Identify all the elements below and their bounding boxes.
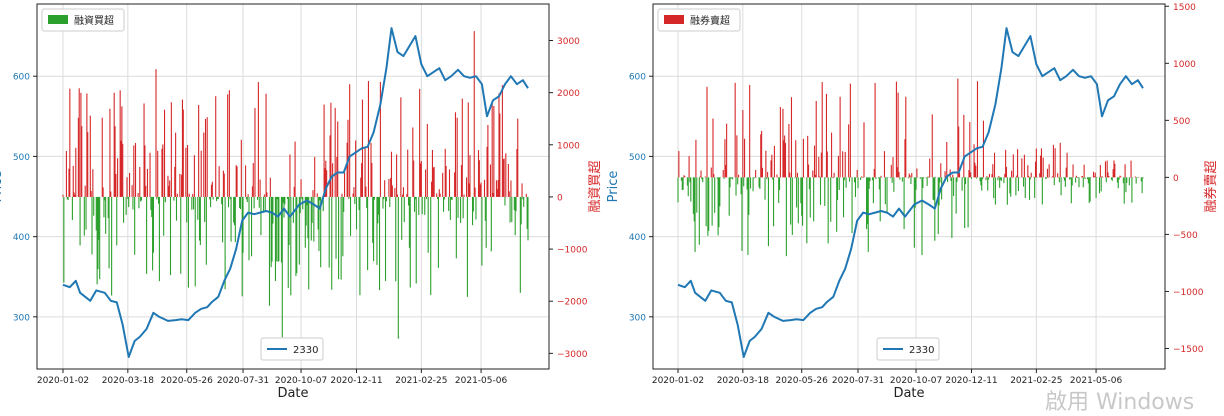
y-left-tick-label: 300 <box>13 313 30 323</box>
activation-watermark: 啟用 Windows <box>1045 390 1195 415</box>
y-right-tick-label: 1500 <box>1173 3 1196 13</box>
y-right-tick-label: 3000 <box>557 37 580 47</box>
y-right-tick-label: 0 <box>557 193 563 203</box>
y-left-tick-label: 500 <box>629 153 646 163</box>
chart-canvas: 300400500600−3000−2000−10000100020003000… <box>0 3 1219 400</box>
y-right-tick-label: −3000 <box>557 350 588 360</box>
x-tick-label: 2020-05-26 <box>161 376 214 386</box>
y-right-tick-label: 1000 <box>1173 60 1196 70</box>
legend-top-box <box>657 8 741 32</box>
y-right-tick-label: −1000 <box>1173 288 1204 298</box>
y-left-axis-label: Price <box>606 171 621 203</box>
x-tick-label: 2020-01-02 <box>37 376 89 386</box>
legend-bottom-box <box>876 337 940 361</box>
x-tick-label: 2021-05-06 <box>1070 376 1123 386</box>
legend-top-swatch <box>48 15 68 24</box>
y-right-tick-label: −1500 <box>1173 345 1204 355</box>
y-left-tick-label: 400 <box>13 233 30 243</box>
x-tick-label: 2020-03-18 <box>102 376 155 386</box>
y-right-tick-label: −1000 <box>557 246 588 256</box>
y-right-axis-label: 融資買超 <box>588 160 603 212</box>
y-right-axis-label: 融券賣超 <box>1203 160 1219 212</box>
x-tick-label: 2020-12-11 <box>945 376 997 386</box>
x-tick-label: 2020-10-07 <box>275 376 327 386</box>
y-right-tick-label: 500 <box>1173 117 1190 127</box>
y-left-tick-label: 300 <box>629 313 646 323</box>
y-left-tick-label: 500 <box>13 153 30 163</box>
axes-frame <box>652 3 1166 370</box>
y-right-tick-label: 1000 <box>557 141 580 151</box>
y-left-axis-label: Price <box>0 171 5 203</box>
x-axis-label: Date <box>893 386 924 400</box>
legend-bottom-box <box>260 337 324 361</box>
price-line <box>677 27 1144 358</box>
x-tick-label: 2020-10-07 <box>890 376 942 386</box>
axes-frame <box>36 3 550 370</box>
x-tick-label: 2021-02-25 <box>1010 376 1062 386</box>
y-right-tick-label: −500 <box>1173 231 1198 241</box>
x-tick-label: 2020-12-11 <box>330 376 382 386</box>
x-axis-label: Date <box>277 386 308 400</box>
legend-bottom-label: 2330 <box>909 345 934 356</box>
legend-top-label: 融資買超 <box>74 14 114 27</box>
legend-bottom-label: 2330 <box>293 345 318 356</box>
plot-area <box>653 4 1165 369</box>
chart-1: 300 400 500 600 −3000 −2000 −1000 0 1000 2000 3000… <box>0 3 603 400</box>
legend-top-swatch <box>664 15 684 24</box>
price-line <box>62 27 529 358</box>
y-left-tick-label: 600 <box>629 73 646 83</box>
x-tick-label: 2021-05-06 <box>455 376 508 386</box>
x-tick-label: 2021-02-25 <box>395 376 447 386</box>
y-left-tick-label: 400 <box>629 233 646 243</box>
y-right-tick-label: 0 <box>1173 174 1179 184</box>
x-tick-label: 2020-01-02 <box>652 376 704 386</box>
x-tick-label: 2020-03-18 <box>717 376 770 386</box>
x-tick-label: 2020-07-31 <box>217 376 269 386</box>
y-left-tick-label: 600 <box>13 73 30 83</box>
chart-2: 300 400 500 600 −1500 −1000 −500 0 500 1000 1500 20… <box>606 3 1219 400</box>
y-right-tick-label: −2000 <box>557 298 588 308</box>
legend-top-box <box>41 8 125 32</box>
y-right-tick-label: 2000 <box>557 89 580 99</box>
x-tick-label: 2020-05-26 <box>776 376 829 386</box>
legend-top-label: 融券賣超 <box>690 14 730 27</box>
x-tick-label: 2020-07-31 <box>832 376 884 386</box>
